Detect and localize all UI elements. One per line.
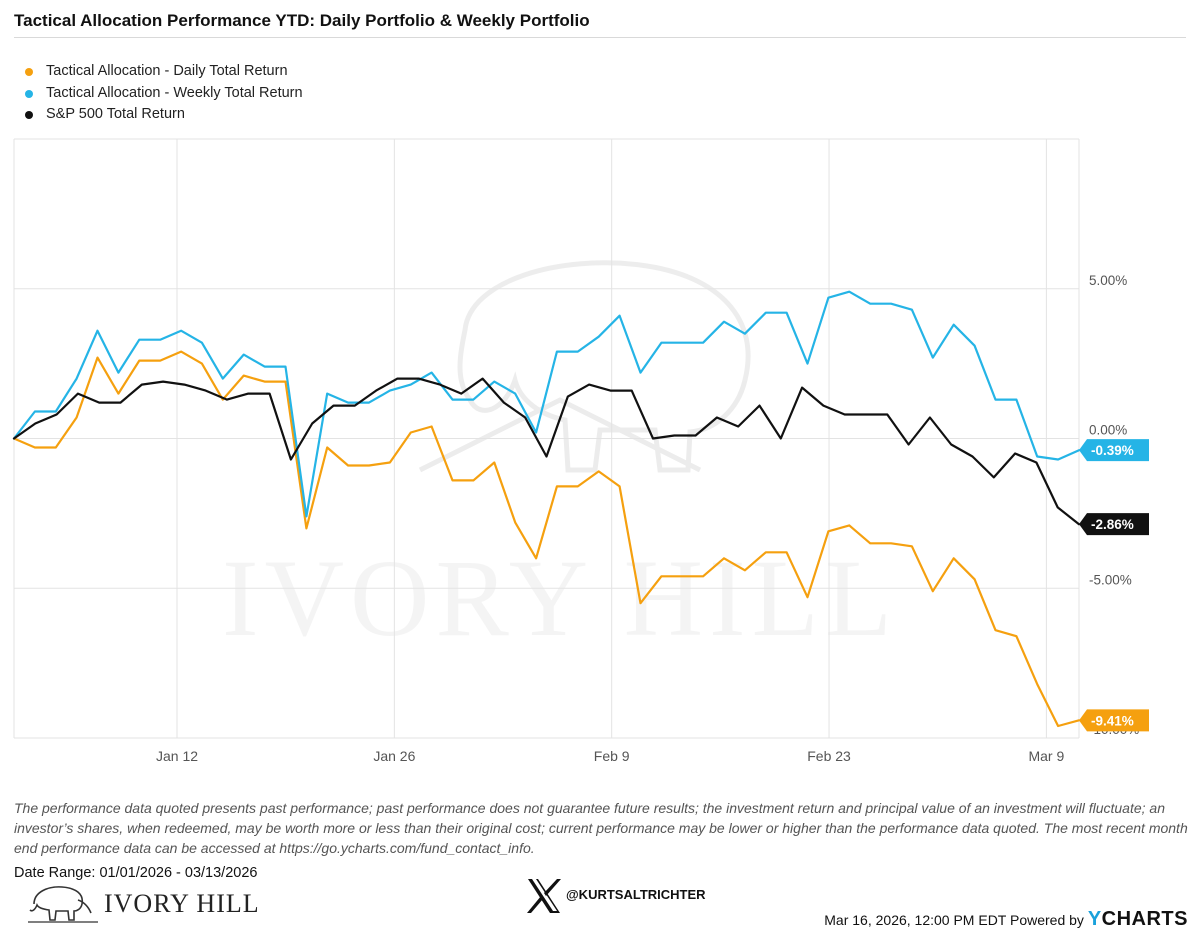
legend-label-sp500: S&P 500 Total Return: [46, 106, 185, 122]
ycharts-logo-text: CHARTS: [1101, 908, 1188, 930]
end-value-tag-daily: -9.41%: [1079, 709, 1149, 732]
legend-item-weekly[interactable]: Tactical Allocation - Weekly Total Retur…: [24, 83, 303, 105]
watermark: IVORY HILL: [222, 260, 898, 659]
chart-legend: Tactical Allocation - Daily Total Return…: [24, 61, 303, 126]
end-value-tag-bg-daily: [1079, 709, 1149, 732]
legend-marker-daily: [25, 68, 33, 76]
legend-marker-sp500: [25, 111, 33, 119]
series-line-sp500: [12, 377, 1081, 526]
chart-end-labels: -9.41% -0.39% -2.86%: [1079, 439, 1149, 732]
end-value-tag-sp500: -2.86%: [1079, 513, 1149, 536]
date-range: Date Range: 01/01/2026 - 03/13/2026: [14, 865, 258, 881]
chart-grid: [13, 138, 1080, 739]
end-value-label-weekly: -0.39%: [1091, 443, 1134, 458]
end-value-tag-weekly: -0.39%: [1079, 439, 1149, 462]
elephant-logo-icon: [28, 886, 98, 923]
legend-label-daily: Tactical Allocation - Daily Total Return: [46, 63, 288, 79]
chart-title: Tactical Allocation Performance YTD: Dai…: [14, 11, 590, 30]
y-tick-label: -5.00%: [1089, 572, 1132, 587]
legend-label-weekly: Tactical Allocation - Weekly Total Retur…: [46, 84, 303, 101]
title-divider: [14, 37, 1186, 38]
line-chart[interactable]: IVORY HILL 5.00%0.00%-5.00%-10.00%Jan 12…: [0, 0, 1200, 790]
legend-item-daily[interactable]: Tactical Allocation - Daily Total Return: [24, 61, 303, 83]
x-tick-label: Feb 9: [594, 748, 630, 764]
watermark-hill-icon: [418, 397, 702, 473]
timestamp: Mar 16, 2026, 12:00 PM EDT Powered by: [824, 912, 1084, 928]
legend-item-sp500[interactable]: S&P 500 Total Return: [24, 104, 303, 126]
end-value-tag-bg-weekly: [1079, 439, 1149, 462]
x-logo-icon: [527, 879, 561, 913]
series-line-weekly: [12, 290, 1081, 518]
x-tick-label: Jan 26: [373, 748, 415, 764]
end-value-label-sp500: -2.86%: [1091, 517, 1134, 532]
x-tick-label: Feb 23: [807, 748, 851, 764]
logo-text: IVORY HILL: [104, 889, 260, 918]
legend-marker-weekly: [25, 89, 33, 98]
end-value-tag-bg-sp500: [1079, 513, 1149, 536]
y-tick-label: 0.00%: [1089, 423, 1127, 438]
powered-by: Mar 16, 2026, 12:00 PM EDT Powered by YC…: [824, 908, 1188, 931]
y-tick-label: 5.00%: [1089, 273, 1127, 288]
watermark-text: IVORY HILL: [222, 537, 898, 659]
disclaimer: The performance data quoted presents pas…: [14, 800, 1188, 856]
x-tick-label: Mar 9: [1028, 748, 1064, 764]
ycharts-logo[interactable]: YCHARTS: [1088, 908, 1188, 930]
social-handle[interactable]: @KURTSALTRICHTER: [566, 887, 706, 902]
chart-series: [12, 290, 1081, 728]
series-line-daily: [12, 350, 1081, 728]
x-tick-label: Jan 12: [156, 748, 198, 764]
ycharts-logo-y: Y: [1087, 908, 1102, 930]
end-value-label-daily: -9.41%: [1091, 713, 1134, 728]
